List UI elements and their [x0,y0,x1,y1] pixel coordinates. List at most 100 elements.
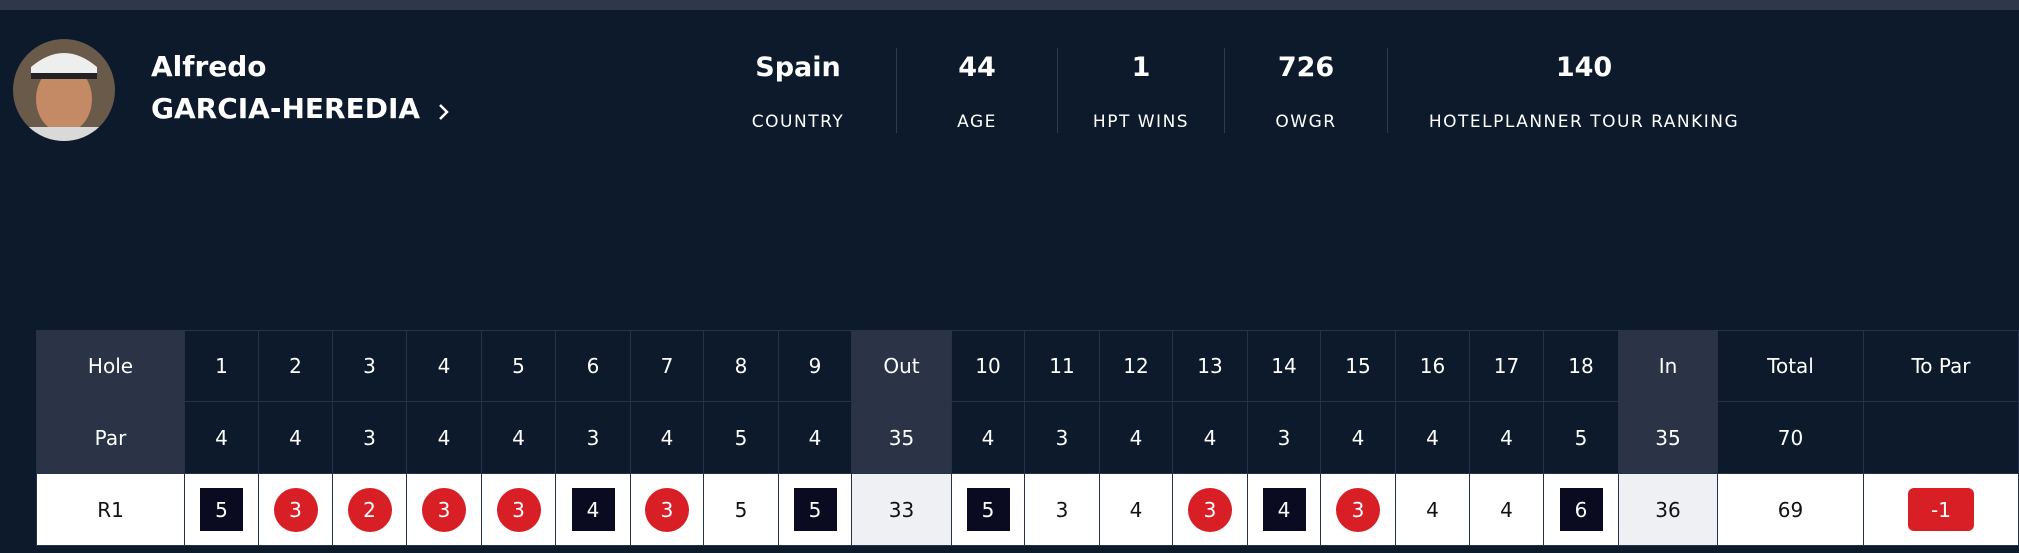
chevron[interactable] [437,102,451,122]
score-cell: 2 [333,474,407,546]
bogey: 5 [966,488,1010,531]
header-cell: 6 [556,330,631,402]
score-cell: 4 [779,402,852,474]
first-name: Alfredo [151,50,267,83]
divider [1387,48,1388,133]
score-cell: 4 [1248,474,1321,546]
last-name[interactable]: GARCIA-HEREDIA [151,92,421,125]
score-cell: 3 [259,474,333,546]
stat-value: Spain [755,52,841,83]
header-cell: 2 [259,330,333,402]
header-cell: 4 [407,330,482,402]
header-cell: 18 [1544,330,1619,402]
birdie: 3 [422,487,466,532]
birdie: 3 [1336,487,1380,532]
score: 4 [1426,425,1439,450]
score-cell: 3 [1025,402,1100,474]
score-cell: 3 [1173,474,1248,546]
header-cell: 1 [185,330,259,402]
score: 4 [215,425,228,450]
score: 4 [1500,497,1513,522]
score-cell: 4 [1396,402,1470,474]
stat-value: 726 [1277,52,1335,83]
divider [1224,48,1225,133]
header-cell: Total [1718,330,1864,402]
score: 4 [1426,497,1439,522]
stat-label: OWGR [1275,112,1337,132]
score-cell: 4 [1100,402,1173,474]
header-cell: To Par [1864,330,2019,402]
stat-label: HPT WINS [1092,112,1190,132]
score: 4 [437,425,451,450]
score-cell: 33 [852,474,952,546]
score: 4 [1351,425,1365,450]
score: 4 [1129,497,1143,522]
score-cell: 6 [1544,474,1619,546]
divider [896,48,897,133]
score-cell: 3 [1321,474,1396,546]
header-cell: 12 [1100,330,1173,402]
birdie: 3 [1188,487,1232,532]
score: 70 [1777,425,1804,450]
stat-label: COUNTRY [751,112,845,132]
bogey: 5 [200,488,243,531]
birdie: 3 [645,487,689,532]
score: 3 [1055,497,1069,522]
birdie: 3 [273,487,318,532]
score-cell: 4 [1470,402,1544,474]
bogey: 4 [1262,488,1306,531]
header-cell: Hole [36,330,185,402]
top-bar [0,0,2019,10]
header-cell: 8 [704,330,779,402]
score: 4 [512,425,525,450]
score: 36 [1655,497,1681,522]
score-cell: 4 [1173,402,1248,474]
score: 4 [1129,425,1143,450]
row-label: R1 [36,474,185,546]
score-cell: 4 [1396,474,1470,546]
score-cell: 4 [1470,474,1544,546]
avatar [13,39,115,141]
stat-label: AGE [957,112,997,132]
score-cell [1864,402,2019,474]
score-cell: 4 [1321,402,1396,474]
score-cell: 5 [704,402,779,474]
header-cell: 17 [1470,330,1544,402]
header-cell: 9 [779,330,852,402]
score: 35 [888,425,915,450]
score-cell: 35 [1619,402,1718,474]
score: 35 [1655,425,1681,450]
stat-label: HOTELPLANNER TOUR RANKING [1428,112,1740,132]
header-cell: Out [852,330,952,402]
score-cell: 70 [1718,402,1864,474]
score-cell: 4 [631,402,704,474]
score: 5 [1574,425,1588,450]
score: 4 [289,425,302,450]
birdie: 2 [347,487,392,532]
score-cell: 4 [259,402,333,474]
header-cell: 5 [482,330,556,402]
score: 4 [660,425,674,450]
score-cell: 4 [407,402,482,474]
score-cell: 3 [407,474,482,546]
header-cell: 13 [1173,330,1248,402]
score-cell: 4 [185,402,259,474]
score-cell: 69 [1718,474,1864,546]
score: 4 [1203,425,1217,450]
stat-value: 140 [1555,52,1613,83]
score-cell: 5 [704,474,779,546]
header-cell: 10 [952,330,1025,402]
score: 3 [1277,425,1291,450]
header-cell: 11 [1025,330,1100,402]
header-cell: 16 [1396,330,1470,402]
header-cell: 15 [1321,330,1396,402]
score-cell: 3 [1248,402,1321,474]
score: 4 [1500,425,1513,450]
score-cell: 3 [631,474,704,546]
score: 33 [888,497,915,522]
score-cell: 36 [1619,474,1718,546]
score-cell: 5 [779,474,852,546]
to-par: -1 [1908,488,1974,531]
header-cell: 7 [631,330,704,402]
